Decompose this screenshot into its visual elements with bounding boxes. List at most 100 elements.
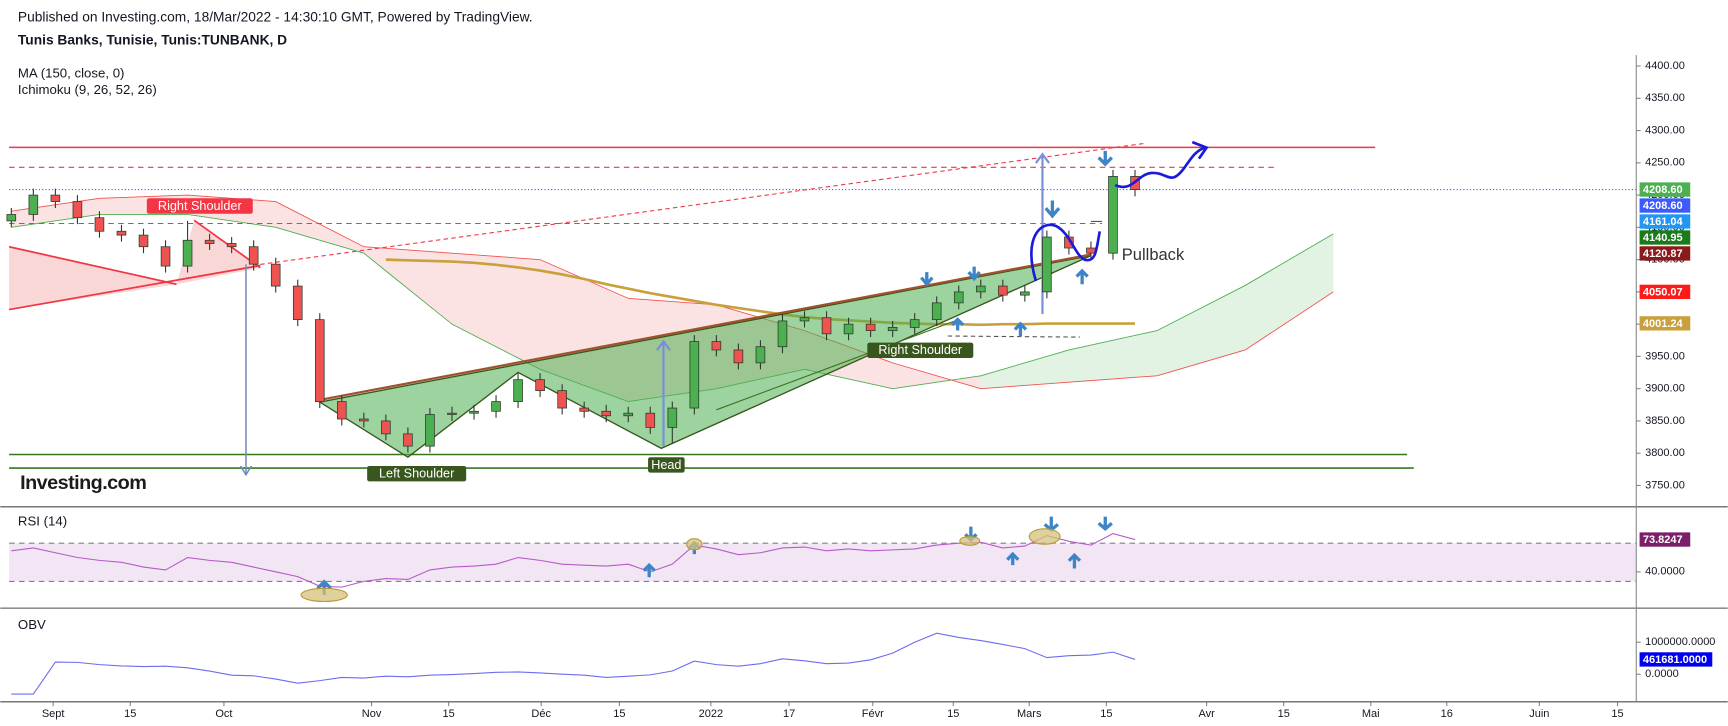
candle-body: [931, 302, 942, 321]
candle-body: [513, 379, 523, 402]
x-tick-label: Mai: [1362, 708, 1380, 720]
candle-body: [160, 246, 171, 267]
trend-line: [260, 142, 1147, 265]
x-tick-label: Avr: [1198, 708, 1215, 720]
annotation-label: Right Shoulder: [158, 199, 242, 213]
ellipse: [959, 535, 981, 546]
y-tick-label: 3750.00: [1645, 479, 1685, 491]
annotation-label: Left Shoulder: [379, 467, 454, 481]
cloud-segment: [980, 349, 1069, 389]
price-tag: [1639, 246, 1691, 261]
annotation-box: [867, 342, 974, 359]
candle-body: [72, 201, 83, 219]
rsi-band: [9, 543, 1637, 582]
y-tick-label: 4300.00: [1645, 124, 1685, 136]
rsi-legend: RSI (14): [18, 514, 67, 529]
x-tick-label: Mars: [1017, 708, 1042, 720]
ma-line: [385, 258, 1136, 327]
x-tick-label: 15: [443, 708, 455, 720]
candle-body: [601, 410, 612, 417]
price-tag: [1639, 284, 1691, 300]
x-tick-label: Déc: [531, 708, 551, 720]
candle-body: [491, 401, 501, 412]
arrow-down: [1044, 200, 1061, 219]
cloud-segment: [1157, 285, 1246, 376]
freehand-curve: [1114, 140, 1209, 189]
arrow-up: [1075, 268, 1089, 285]
arrow-up: [642, 562, 656, 578]
y-tick-label: 4250.00: [1645, 157, 1685, 169]
y-tick-label: 4400.00: [1645, 60, 1685, 72]
price-tag-label: 4050.07: [1643, 286, 1683, 298]
source-line: Published on Investing.com, 18/Mar/2022 …: [18, 9, 533, 24]
annotation-box: [367, 466, 467, 482]
ichimoku-legend: Ichimoku (9, 26, 52, 26): [18, 82, 157, 97]
candle-body: [116, 230, 127, 236]
candle-body: [865, 323, 876, 331]
x-tick-label: 17: [783, 708, 795, 720]
candle-body: [94, 217, 105, 232]
candle-body: [887, 326, 898, 331]
candle-body: [557, 390, 567, 409]
candle-body: [689, 341, 700, 409]
panel-frame: [0, 55, 1728, 703]
candle-body: [403, 433, 413, 447]
y-tick-label: 3850.00: [1645, 415, 1685, 427]
x-tick-label: 15: [947, 708, 959, 720]
measure-arrow: [656, 339, 671, 447]
x-tick-label: 2022: [699, 708, 723, 720]
candle-body: [226, 243, 237, 248]
x-tick-label: 16: [1441, 708, 1453, 720]
ellipse: [1028, 528, 1061, 545]
cloud-segment: [1245, 233, 1334, 350]
candle-body: [447, 412, 457, 415]
rsi-tag: [1639, 532, 1691, 547]
pattern-fill: [176, 220, 261, 285]
highlight-ellipses: [300, 528, 1061, 603]
cloud-segment: [275, 201, 364, 254]
candle-body: [998, 285, 1008, 296]
annotation-box: [648, 457, 685, 473]
candle-body: [755, 346, 766, 364]
front-layer: Sept 15 Oct Nov 15 Déc 15 2022 17 Févr 15 Mars 15 Avr…: [6, 60, 1715, 720]
candle-body: [711, 341, 722, 351]
candle-body: [733, 349, 744, 364]
y-tick-label: 40.0000: [1645, 566, 1685, 578]
arrow-down: [1097, 516, 1113, 531]
x-tick-label: Oct: [215, 708, 232, 720]
candle-body: [821, 317, 832, 335]
y-tick-label: 3950.00: [1645, 350, 1685, 362]
candle-body: [777, 320, 788, 348]
arrow-down: [1097, 150, 1114, 167]
candle-body: [1042, 236, 1052, 293]
neckline: [319, 253, 1092, 401]
arrow-down: [920, 272, 934, 287]
annotation-label: Right Shoulder: [878, 343, 962, 357]
rsi-tag-label: 73.8247: [1643, 534, 1683, 546]
cloud-segment: [1068, 330, 1158, 383]
pattern-line: [716, 318, 959, 411]
candle-body: [843, 323, 854, 335]
price-tag-label: 4208.60: [1643, 200, 1683, 212]
candle-body: [975, 285, 986, 293]
candle-body: [270, 263, 281, 287]
pattern-fill: [317, 254, 1092, 458]
y-tick-label: 4350.00: [1645, 92, 1685, 104]
x-tick-label: Juin: [1529, 708, 1549, 720]
annotation-label: Pullback: [1122, 245, 1185, 264]
ellipse: [300, 587, 348, 603]
y-tick-label: 3900.00: [1645, 383, 1685, 395]
candle-body: [138, 234, 149, 248]
annotation-box: [146, 198, 253, 214]
price-tag: [1639, 182, 1691, 197]
candle-body: [248, 246, 259, 265]
candle-body: [953, 291, 964, 304]
candle-body: [28, 194, 39, 215]
arrow-up: [950, 317, 965, 331]
price-tag: [1639, 230, 1691, 245]
candle-body: [425, 414, 435, 447]
y-tick-label: 1000000.0000: [1645, 636, 1715, 648]
obv-tag: [1639, 652, 1713, 667]
candle-body: [579, 407, 589, 412]
